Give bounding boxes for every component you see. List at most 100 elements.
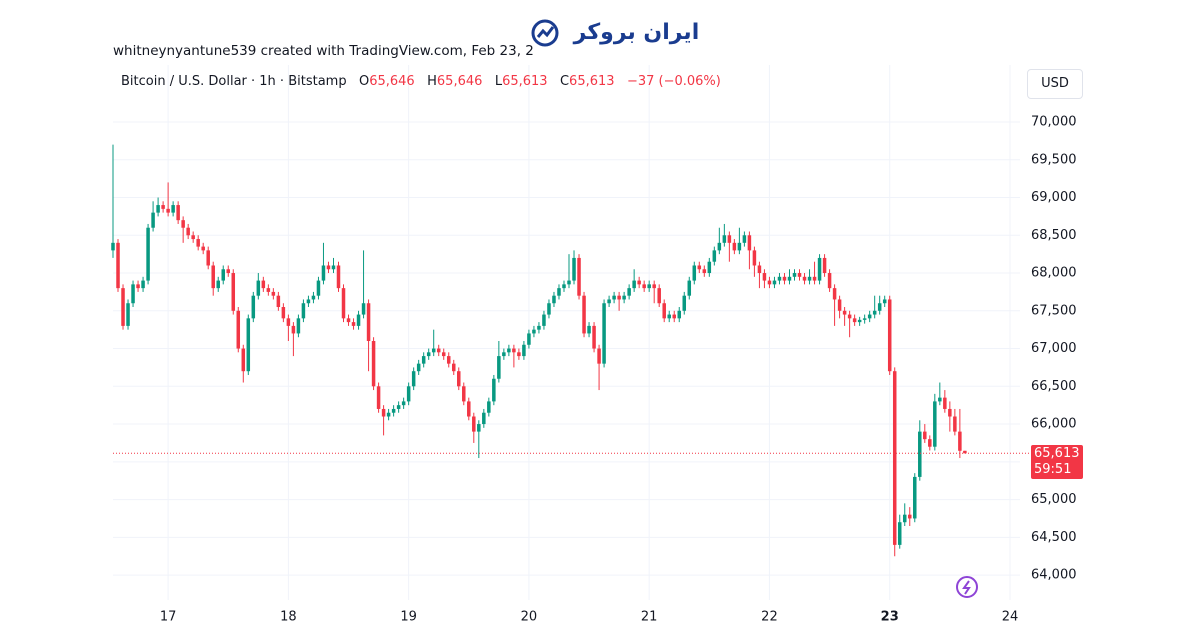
candle-body xyxy=(326,265,331,270)
candle-body xyxy=(948,408,952,417)
currency-button[interactable]: USD xyxy=(1027,69,1083,99)
candle-body xyxy=(627,288,631,296)
candle-body xyxy=(191,235,195,240)
candle-body xyxy=(587,325,591,334)
candle-body xyxy=(176,205,180,221)
y-tick-label: 67,000 xyxy=(1031,341,1077,356)
candle-body xyxy=(236,310,241,349)
candle-body xyxy=(647,284,651,289)
candle-body xyxy=(802,276,807,281)
candle-body xyxy=(487,401,491,413)
candle-body xyxy=(181,220,185,228)
candle-body xyxy=(577,257,581,296)
x-tick-label: 18 xyxy=(280,610,297,625)
candle-body xyxy=(592,325,596,349)
candle-body xyxy=(877,303,882,311)
candle-body xyxy=(722,235,727,243)
symbol-title: Bitcoin / U.S. Dollar · 1h · Bitstamp xyxy=(121,74,347,89)
candle-body xyxy=(336,265,341,289)
candle-body xyxy=(146,227,150,281)
candle-body xyxy=(657,288,661,304)
candle-body xyxy=(787,276,792,281)
candle-body xyxy=(562,284,566,289)
candle-body xyxy=(411,371,416,387)
x-tick-label: 21 xyxy=(641,610,658,625)
candle-body xyxy=(547,303,551,315)
candle-body xyxy=(622,295,626,300)
candle-body xyxy=(612,295,616,300)
candle-body xyxy=(216,280,220,289)
candle-body xyxy=(742,235,747,243)
legend: Bitcoin / U.S. Dollar · 1h · Bitstamp O6… xyxy=(121,74,721,89)
y-tick-label: 68,500 xyxy=(1031,228,1077,243)
candle-body xyxy=(857,319,862,323)
candle-body xyxy=(226,269,231,274)
candle-body xyxy=(727,235,732,243)
candle-body xyxy=(817,257,822,281)
candle-body xyxy=(908,514,912,519)
y-tick-label: 66,500 xyxy=(1031,379,1077,394)
candle-body xyxy=(867,314,872,319)
candle-body xyxy=(331,265,336,270)
candle-body xyxy=(938,397,942,402)
candle-body xyxy=(707,261,712,274)
candle-body xyxy=(837,299,842,311)
candle-body xyxy=(602,303,606,364)
x-tick-label: 17 xyxy=(160,610,177,625)
candle-body xyxy=(757,265,762,274)
candle-body xyxy=(436,348,441,353)
candle-body xyxy=(507,348,511,353)
candle-body xyxy=(206,250,210,266)
candle-body xyxy=(933,401,937,447)
candle-body xyxy=(822,257,827,274)
candle-body xyxy=(963,450,967,454)
candle-body xyxy=(597,348,601,364)
change: −37 (−0.06%) xyxy=(626,74,721,89)
candle-body xyxy=(517,352,521,357)
candle-body xyxy=(767,280,772,285)
candle-body xyxy=(532,329,536,334)
candle-body xyxy=(131,284,135,304)
candle-body xyxy=(361,303,366,315)
candle-body xyxy=(482,412,486,425)
last-price-label: 65,613 xyxy=(1034,446,1080,461)
y-tick-label: 68,000 xyxy=(1031,266,1077,281)
candle-body xyxy=(902,514,907,523)
candle-body xyxy=(762,273,767,281)
candle-body xyxy=(111,242,115,251)
candle-body xyxy=(306,299,311,304)
c-value: 65,613 xyxy=(569,74,615,89)
candle-body xyxy=(321,265,326,281)
candle-body xyxy=(512,348,516,353)
candle-body xyxy=(637,280,641,285)
candle-body xyxy=(426,352,431,357)
logo-icon xyxy=(531,19,559,47)
candle-body xyxy=(451,363,456,372)
candle-body xyxy=(702,269,707,274)
logo-text: ایران بروکر xyxy=(573,20,700,45)
candle-body xyxy=(712,250,717,262)
h-label: H xyxy=(427,74,437,89)
candle-body xyxy=(737,242,742,251)
y-tick-label: 65,000 xyxy=(1031,492,1077,507)
candle-body xyxy=(421,356,426,364)
x-tick-label: 19 xyxy=(400,610,417,625)
candle-body xyxy=(261,280,266,289)
candle-body xyxy=(266,288,271,292)
candle-body xyxy=(918,431,922,477)
candle-body xyxy=(827,273,832,289)
candle-body xyxy=(121,288,125,326)
candle-body xyxy=(522,344,526,357)
candle-body xyxy=(286,318,291,326)
candle-body xyxy=(667,314,671,319)
candle-body xyxy=(502,352,506,357)
candle-body xyxy=(652,284,656,289)
candles xyxy=(111,144,1031,557)
icon-circle xyxy=(956,576,978,598)
candle-body xyxy=(386,412,391,417)
y-tick-label: 69,500 xyxy=(1031,152,1077,167)
candle-body xyxy=(847,314,852,319)
candle-body xyxy=(677,310,682,319)
x-tick-label: 20 xyxy=(521,610,538,625)
